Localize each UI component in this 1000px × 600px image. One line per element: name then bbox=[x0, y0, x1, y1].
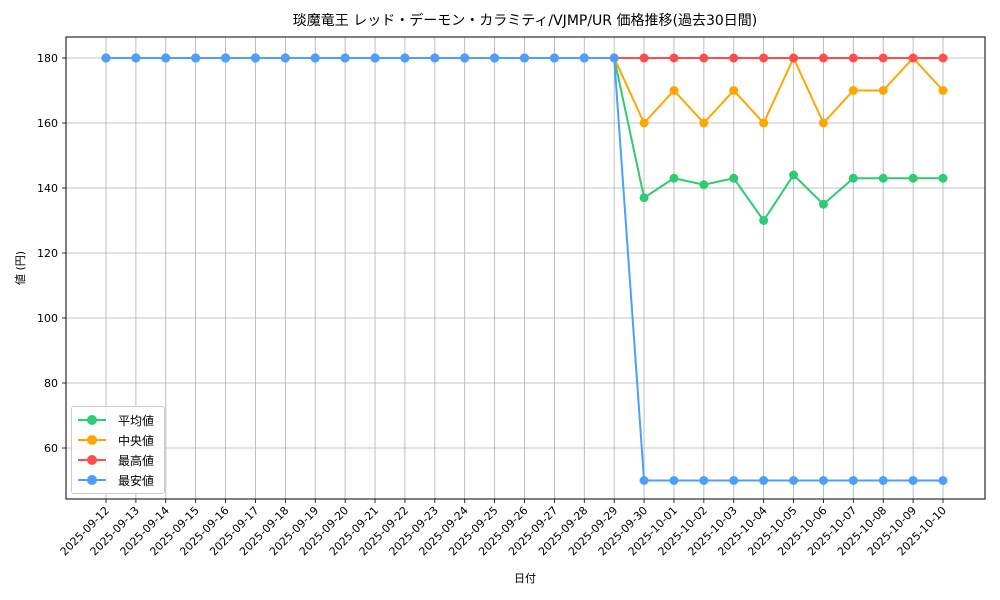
data-point bbox=[908, 53, 918, 63]
data-point bbox=[699, 476, 709, 485]
data-point bbox=[101, 53, 111, 63]
data-point bbox=[848, 476, 858, 485]
data-point bbox=[161, 53, 171, 63]
y-tick-label: 100 bbox=[37, 312, 58, 325]
data-point bbox=[938, 476, 948, 485]
y-tick-label: 180 bbox=[37, 52, 58, 65]
data-point bbox=[430, 53, 440, 63]
chart-title: 琰魔竜王 レッド・デーモン・カラミティ/VJMP/UR 価格推移(過去30日間) bbox=[292, 13, 758, 29]
data-point bbox=[221, 53, 231, 63]
y-axis-label: 値 (円) bbox=[14, 251, 27, 285]
data-point bbox=[131, 53, 141, 63]
data-point bbox=[729, 86, 739, 95]
y-axis-ticks: 60 80 100 120 140 160 180 bbox=[37, 52, 66, 455]
data-point bbox=[878, 476, 888, 485]
grid-lines bbox=[66, 37, 985, 499]
data-point bbox=[639, 193, 649, 203]
data-point bbox=[549, 53, 559, 63]
legend: 平均値中央値最高値最安値 bbox=[71, 406, 165, 494]
data-point bbox=[789, 53, 799, 63]
data-point bbox=[818, 199, 828, 209]
data-point bbox=[878, 173, 888, 183]
data-point bbox=[729, 53, 739, 63]
data-point bbox=[669, 173, 679, 183]
data-point bbox=[938, 173, 948, 183]
data-point bbox=[908, 476, 918, 485]
y-tick-label: 140 bbox=[37, 182, 58, 195]
data-point bbox=[669, 476, 679, 485]
data-point bbox=[848, 86, 858, 95]
data-point bbox=[878, 53, 888, 63]
y-tick-label: 80 bbox=[44, 377, 58, 390]
data-point bbox=[191, 53, 201, 63]
data-point bbox=[759, 53, 769, 63]
data-point bbox=[818, 53, 828, 63]
data-point bbox=[818, 476, 828, 485]
data-point bbox=[789, 476, 799, 485]
data-point bbox=[878, 86, 888, 95]
data-point bbox=[848, 53, 858, 63]
data-point bbox=[400, 53, 410, 63]
legend-item: 中央値 bbox=[72, 430, 164, 450]
data-point bbox=[908, 173, 918, 183]
legend-marker-icon bbox=[87, 475, 97, 485]
data-point bbox=[848, 173, 858, 183]
x-axis-ticks: 2025-09-122025-09-132025-09-142025-09-15… bbox=[58, 499, 949, 558]
x-axis-label: 日付 bbox=[514, 572, 536, 585]
data-point bbox=[938, 86, 948, 95]
data-point bbox=[639, 53, 649, 63]
plot-frame bbox=[65, 36, 986, 500]
data-point bbox=[938, 53, 948, 63]
data-point bbox=[639, 476, 649, 485]
data-point bbox=[490, 53, 500, 63]
legend-label: 最高値 bbox=[118, 454, 155, 468]
legend-marker-icon bbox=[87, 415, 97, 425]
data-point bbox=[669, 53, 679, 63]
data-point bbox=[699, 118, 709, 128]
series-line bbox=[101, 53, 948, 485]
data-point bbox=[310, 53, 320, 63]
data-point bbox=[280, 53, 290, 63]
data-point bbox=[520, 53, 529, 63]
data-point bbox=[759, 216, 769, 225]
data-point bbox=[639, 118, 649, 128]
data-point bbox=[460, 53, 470, 63]
data-point bbox=[609, 53, 619, 63]
legend-marker-icon bbox=[87, 455, 97, 465]
legend-label: 最安値 bbox=[118, 474, 155, 488]
data-point bbox=[759, 118, 769, 128]
data-point bbox=[729, 476, 739, 485]
data-point bbox=[340, 53, 350, 63]
legend-label: 平均値 bbox=[118, 414, 155, 428]
data-series bbox=[101, 53, 948, 485]
data-point bbox=[250, 53, 260, 63]
data-point bbox=[789, 170, 799, 180]
data-point bbox=[370, 53, 380, 63]
legend-item: 最安値 bbox=[72, 470, 164, 490]
data-point bbox=[729, 173, 739, 183]
data-point bbox=[699, 180, 709, 190]
data-point bbox=[699, 53, 709, 63]
legend-marker-icon bbox=[87, 435, 97, 445]
y-tick-label: 120 bbox=[37, 247, 58, 260]
data-point bbox=[818, 118, 828, 128]
data-point bbox=[579, 53, 589, 63]
data-point bbox=[669, 86, 679, 95]
legend-item: 最高値 bbox=[72, 450, 164, 470]
legend-label: 中央値 bbox=[118, 434, 155, 448]
data-point bbox=[759, 476, 769, 485]
y-tick-label: 60 bbox=[44, 442, 58, 455]
legend-item: 平均値 bbox=[72, 410, 164, 430]
y-tick-label: 160 bbox=[37, 117, 58, 130]
